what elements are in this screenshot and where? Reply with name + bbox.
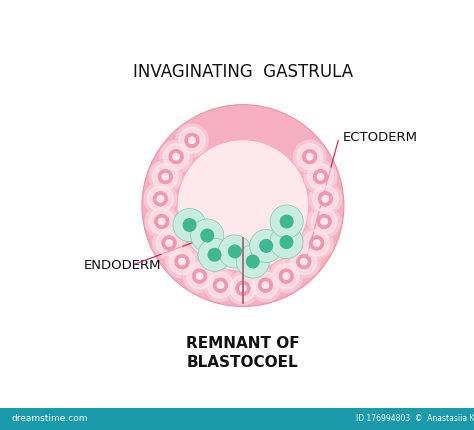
Circle shape	[308, 181, 343, 216]
Circle shape	[213, 278, 228, 292]
Circle shape	[303, 160, 338, 194]
Circle shape	[260, 240, 273, 252]
Circle shape	[307, 204, 341, 239]
Circle shape	[248, 268, 283, 303]
Circle shape	[269, 259, 303, 293]
Circle shape	[236, 281, 250, 295]
Circle shape	[302, 149, 317, 164]
Circle shape	[297, 144, 323, 169]
Circle shape	[169, 149, 183, 164]
Circle shape	[300, 226, 334, 260]
Circle shape	[322, 196, 328, 202]
Text: dreamstime.com: dreamstime.com	[12, 415, 88, 423]
Circle shape	[192, 269, 207, 283]
Circle shape	[208, 272, 233, 298]
Circle shape	[142, 104, 344, 307]
Circle shape	[179, 258, 185, 265]
Circle shape	[147, 186, 173, 212]
Circle shape	[178, 141, 308, 270]
Circle shape	[280, 236, 293, 249]
Circle shape	[301, 258, 307, 265]
Circle shape	[187, 263, 212, 289]
Circle shape	[155, 214, 169, 229]
Circle shape	[279, 269, 293, 283]
Circle shape	[179, 127, 205, 154]
Circle shape	[286, 244, 321, 279]
Circle shape	[163, 144, 189, 169]
Circle shape	[308, 164, 334, 190]
Circle shape	[165, 244, 200, 279]
Circle shape	[281, 215, 293, 228]
Circle shape	[311, 209, 337, 234]
Circle shape	[162, 236, 176, 250]
Circle shape	[270, 205, 303, 238]
Circle shape	[162, 173, 169, 180]
Circle shape	[291, 249, 317, 275]
Circle shape	[226, 271, 260, 306]
Circle shape	[182, 259, 217, 293]
Circle shape	[313, 240, 320, 246]
Circle shape	[240, 285, 246, 292]
Circle shape	[189, 137, 195, 144]
Circle shape	[169, 249, 195, 275]
Circle shape	[258, 278, 273, 292]
Circle shape	[292, 139, 327, 174]
Circle shape	[297, 255, 311, 269]
Circle shape	[230, 275, 256, 301]
Circle shape	[318, 191, 333, 206]
Circle shape	[185, 133, 199, 147]
Circle shape	[228, 245, 241, 258]
Circle shape	[145, 204, 179, 239]
Circle shape	[313, 169, 328, 184]
Circle shape	[306, 154, 313, 160]
Circle shape	[283, 273, 290, 280]
Circle shape	[250, 229, 283, 262]
Circle shape	[173, 209, 206, 242]
Text: ID 176994803  ©  Anastasiia Krasavina: ID 176994803 © Anastasiia Krasavina	[356, 415, 474, 423]
Circle shape	[143, 181, 178, 216]
Circle shape	[317, 214, 331, 229]
Circle shape	[149, 209, 175, 234]
Text: ENDODERM: ENDODERM	[84, 259, 162, 272]
Circle shape	[157, 196, 164, 202]
Circle shape	[198, 238, 231, 271]
Circle shape	[153, 191, 168, 206]
Circle shape	[201, 229, 213, 242]
Circle shape	[208, 249, 221, 261]
Circle shape	[148, 160, 182, 194]
Circle shape	[191, 219, 224, 252]
Circle shape	[236, 245, 269, 278]
Circle shape	[183, 219, 196, 231]
Circle shape	[273, 263, 299, 289]
Circle shape	[312, 186, 338, 212]
Circle shape	[152, 164, 178, 190]
Circle shape	[159, 139, 193, 174]
Circle shape	[310, 236, 324, 250]
Circle shape	[217, 282, 224, 289]
Circle shape	[175, 255, 189, 269]
Circle shape	[219, 235, 251, 268]
Text: REMNANT OF
BLASTOCOEL: REMNANT OF BLASTOCOEL	[186, 336, 300, 370]
Text: ECTODERM: ECTODERM	[342, 131, 417, 144]
Circle shape	[156, 230, 182, 256]
Circle shape	[321, 218, 328, 225]
Circle shape	[270, 225, 303, 258]
Circle shape	[196, 273, 203, 280]
Circle shape	[203, 268, 238, 303]
Circle shape	[158, 169, 173, 184]
Circle shape	[158, 218, 165, 225]
Circle shape	[246, 255, 259, 268]
Circle shape	[166, 240, 173, 246]
Text: INVAGINATING  GASTRULA: INVAGINATING GASTRULA	[133, 63, 353, 81]
Circle shape	[317, 173, 324, 180]
Circle shape	[152, 226, 186, 260]
Circle shape	[173, 154, 180, 160]
Circle shape	[253, 272, 278, 298]
Circle shape	[304, 230, 330, 256]
Circle shape	[174, 123, 209, 158]
Circle shape	[262, 282, 269, 289]
